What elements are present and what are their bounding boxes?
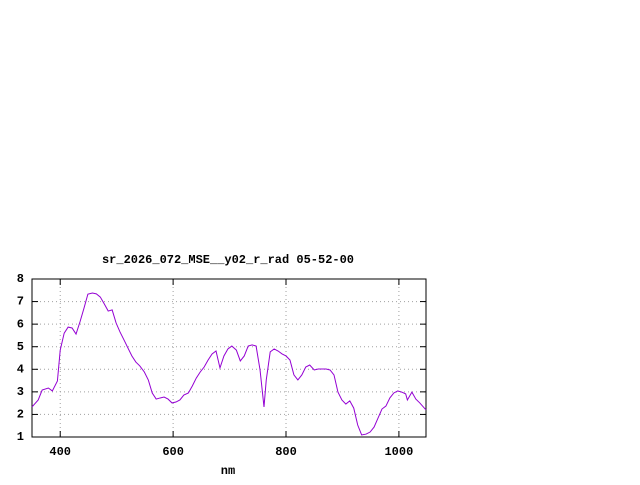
y-tick-label: 1 [17,430,24,444]
y-tick-label: 3 [17,385,24,399]
y-tick-label: 4 [17,362,24,376]
x-tick-label: 600 [162,445,184,459]
x-tick-label: 1000 [384,445,413,459]
y-tick-label: 7 [17,295,24,309]
chart-title: sr_2026_072_MSE__y02_r_rad 05-52-00 [102,253,354,267]
x-axis-label: nm [221,464,235,478]
y-tick-label: 5 [17,340,24,354]
plot-border [31,278,427,438]
y-tick-label: 6 [17,317,24,331]
x-tick-label: 400 [49,445,71,459]
y-tick-label: 2 [17,408,24,422]
y-tick-label: 8 [17,272,24,286]
x-tick-label: 800 [275,445,297,459]
data-line [31,292,427,436]
